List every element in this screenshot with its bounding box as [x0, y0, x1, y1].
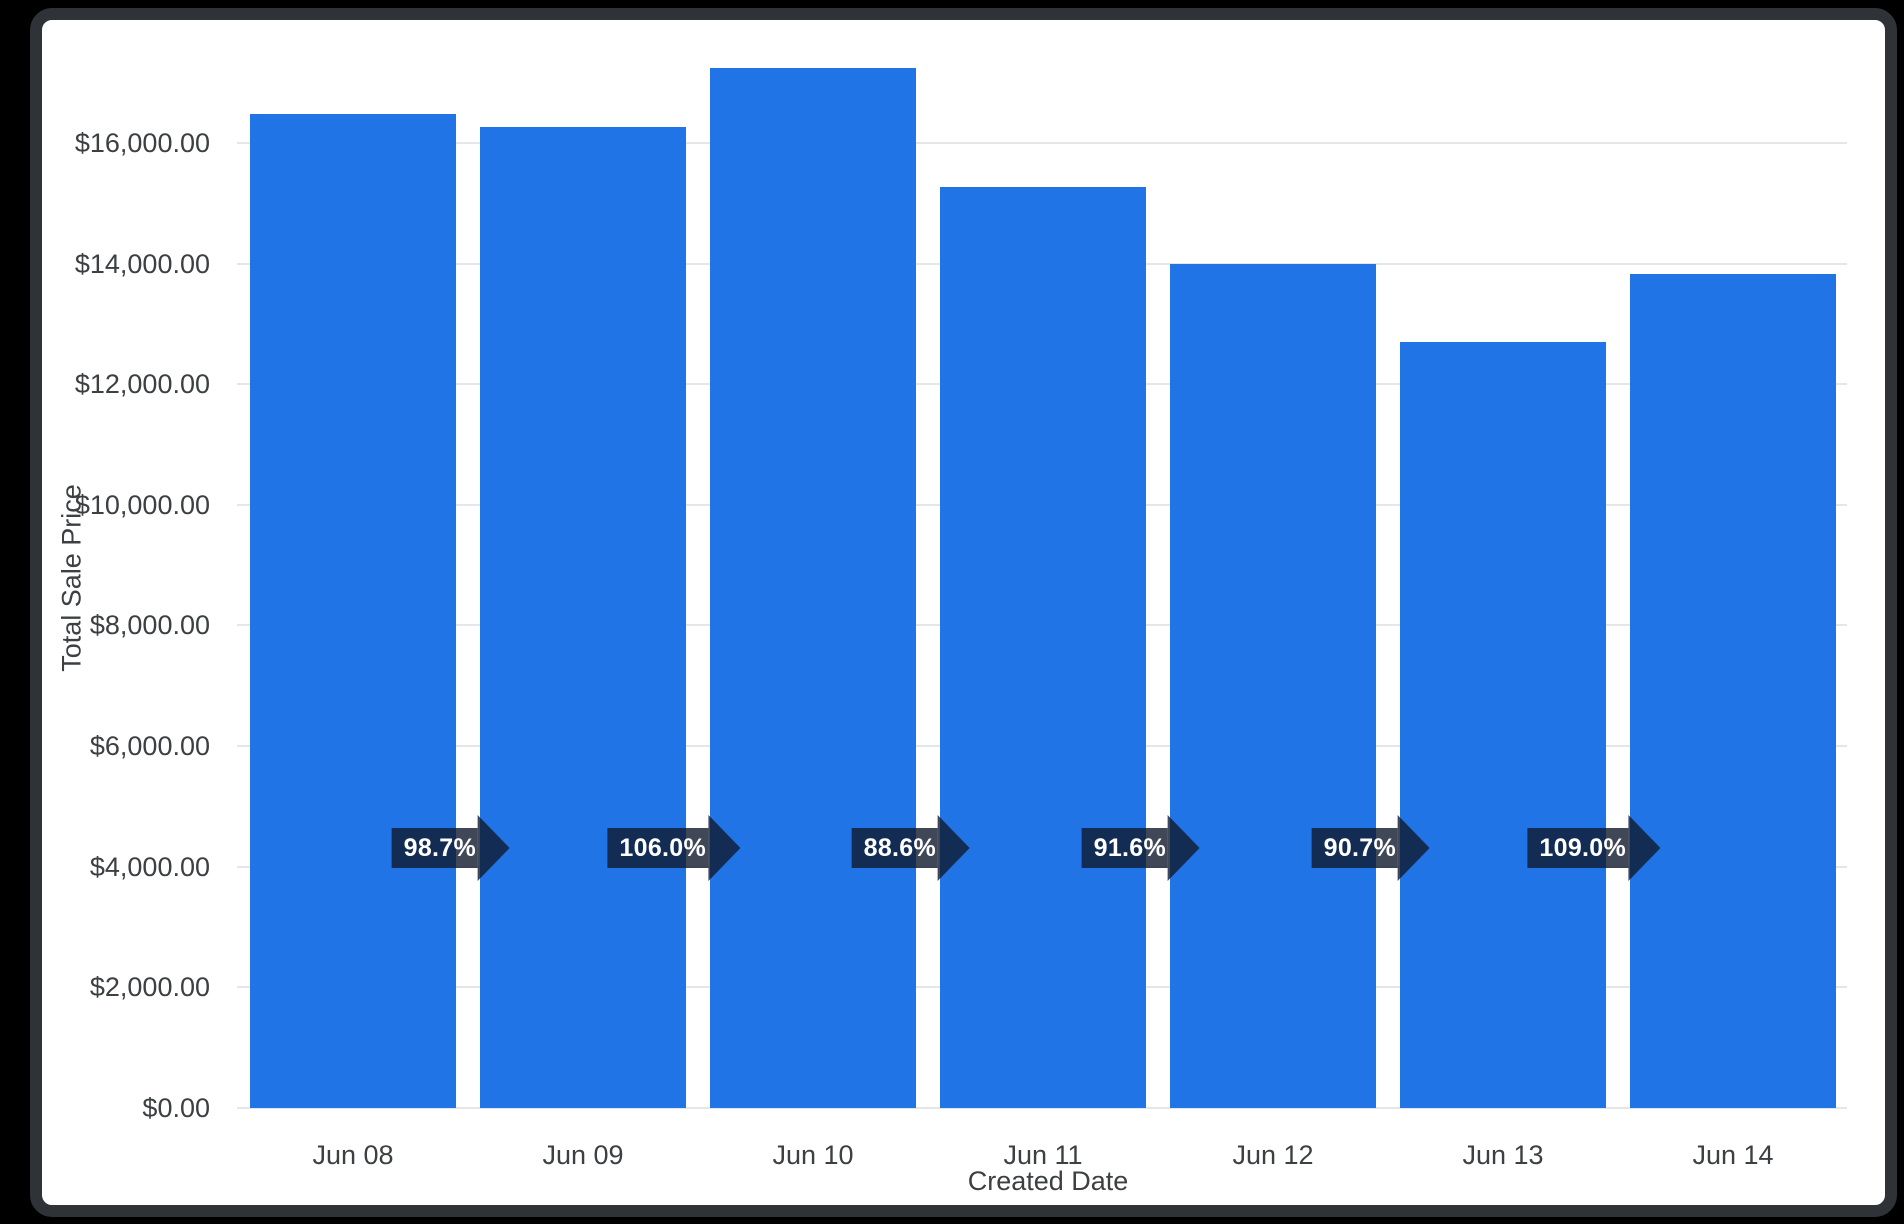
- growth-badge-label: 106.0%: [607, 828, 708, 868]
- y-tick-label: $12,000.00: [74, 369, 210, 399]
- x-tick-label: Jun 09: [542, 1140, 624, 1170]
- arrow-right-icon: [1168, 815, 1200, 881]
- growth-badge-label: 109.0%: [1527, 828, 1628, 868]
- growth-badge: 98.7%: [391, 815, 510, 881]
- y-tick-label: $0.00: [142, 1093, 210, 1123]
- growth-badge: 109.0%: [1527, 815, 1660, 881]
- bar-jun-13[interactable]: [1400, 342, 1606, 1108]
- gridline: [249, 1107, 1847, 1109]
- y-tick-mark: [237, 866, 249, 868]
- arrow-right-icon: [938, 815, 970, 881]
- chart-card: Total Sale Price $0.00 $2,000.00 $4,000.00…: [30, 8, 1897, 1217]
- x-tick-label: Jun 12: [1232, 1140, 1314, 1170]
- y-tick-mark: [237, 624, 249, 626]
- y-tick-label: $6,000.00: [89, 731, 210, 761]
- y-tick-label: $4,000.00: [89, 852, 210, 882]
- y-tick-mark: [237, 383, 249, 385]
- y-tick-label: $8,000.00: [89, 610, 210, 640]
- bar-jun-11[interactable]: [940, 187, 1146, 1108]
- y-tick-mark: [237, 1107, 249, 1109]
- growth-badge-label: 88.6%: [851, 828, 938, 868]
- x-tick-label: Jun 13: [1462, 1140, 1544, 1170]
- growth-badge-label: 91.6%: [1081, 828, 1168, 868]
- y-tick-label: $16,000.00: [74, 128, 210, 158]
- growth-badge: 91.6%: [1081, 815, 1200, 881]
- y-tick-label: $14,000.00: [74, 249, 210, 279]
- x-tick-label: Jun 14: [1692, 1140, 1774, 1170]
- arrow-right-icon: [708, 815, 740, 881]
- y-tick-label: $10,000.00: [74, 490, 210, 520]
- arrow-right-icon: [1398, 815, 1430, 881]
- arrow-right-icon: [478, 815, 510, 881]
- y-tick-mark: [237, 263, 249, 265]
- gridline: [249, 142, 1847, 144]
- growth-badge-label: 90.7%: [1311, 828, 1398, 868]
- y-tick-mark: [237, 504, 249, 506]
- bar-jun-09[interactable]: [480, 127, 686, 1108]
- x-tick-label: Jun 08: [312, 1140, 394, 1170]
- x-tick-label: Jun 11: [1003, 1140, 1083, 1170]
- bar-jun-08[interactable]: [250, 114, 456, 1108]
- growth-badge-label: 98.7%: [391, 828, 478, 868]
- bar-jun-10[interactable]: [710, 68, 916, 1108]
- bar-jun-12[interactable]: [1170, 264, 1376, 1108]
- y-tick-mark: [237, 745, 249, 747]
- growth-badge: 90.7%: [1311, 815, 1430, 881]
- x-tick-label: Jun 10: [772, 1140, 854, 1170]
- growth-badge: 106.0%: [607, 815, 740, 881]
- y-tick-label: $2,000.00: [89, 972, 210, 1002]
- x-axis-title: Created Date: [967, 1166, 1129, 1196]
- growth-badge: 88.6%: [851, 815, 970, 881]
- y-tick-mark: [237, 142, 249, 144]
- arrow-right-icon: [1628, 815, 1660, 881]
- bar-jun-14[interactable]: [1630, 274, 1836, 1108]
- y-tick-mark: [237, 986, 249, 988]
